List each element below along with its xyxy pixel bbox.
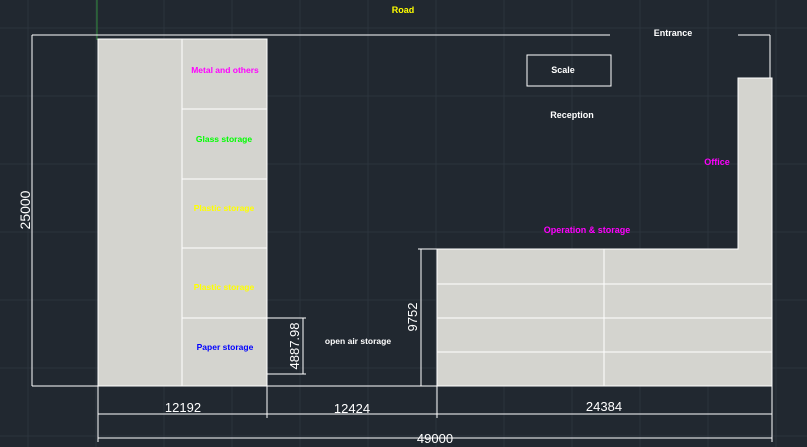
metal-storage-label: Metal and others: [191, 65, 259, 75]
operation-storage-label: Operation & storage: [544, 225, 631, 235]
scale-box: [526, 54, 612, 87]
plastic-storage-label-2: Plastic storage: [194, 282, 255, 292]
paper-storage-label: Paper storage: [197, 342, 254, 352]
dim-middle-text: 12424: [334, 401, 370, 416]
plastic-storage-label-1: Plastic storage: [194, 203, 255, 213]
entrance-label: Entrance: [654, 28, 693, 38]
operation-bay-dividers: [437, 283, 772, 353]
dim-right-text: 24384: [586, 399, 622, 414]
overall-height-dim: 25000: [17, 190, 33, 229]
open-air-height-dim: 4887.98: [287, 323, 302, 370]
operation-height-dim: 9752: [405, 303, 420, 332]
road-label: Road: [392, 5, 415, 15]
scale-label: Scale: [551, 65, 575, 75]
open-air-storage-label: open air storage: [325, 336, 391, 346]
office-label: Office: [704, 157, 730, 167]
glass-storage-label: Glass storage: [196, 134, 252, 144]
overall-width-dim: 49000: [417, 431, 453, 446]
storage-bay-dividers: [182, 108, 267, 319]
dimension-lines: [97, 248, 773, 442]
reception-label: Reception: [550, 110, 594, 120]
dim-left-text: 12192: [165, 400, 201, 415]
